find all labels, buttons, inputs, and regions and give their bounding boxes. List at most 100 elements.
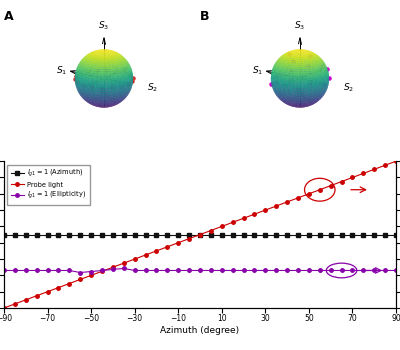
$l_{g1}=1$ (Ellipticity)	[350, 268, 355, 273]
Probe light	[219, 224, 224, 229]
$l_{g1}=1$ (Ellipticity)	[372, 268, 377, 273]
Probe light	[361, 171, 366, 175]
$l_{g1}=1$ (Ellipticity)	[230, 268, 235, 273]
$l_{g1}=1$ (Azimuth)	[328, 232, 333, 237]
$l_{g1}=1$ (Azimuth)	[121, 232, 126, 237]
$l_{g1}=1$ (Azimuth)	[198, 232, 202, 237]
Probe light	[252, 212, 257, 216]
$l_{g1}=1$ (Ellipticity)	[12, 268, 17, 273]
$l_{g1}=1$ (Azimuth)	[165, 232, 170, 237]
$l_{g1}=1$ (Ellipticity)	[241, 268, 246, 273]
Probe light	[285, 200, 290, 204]
Probe light	[208, 229, 213, 233]
Probe light	[187, 237, 192, 241]
$l_{g1}=1$ (Ellipticity)	[361, 268, 366, 273]
$l_{g1}=1$ (Ellipticity)	[45, 268, 50, 273]
$l_{g1}=1$ (Azimuth)	[34, 232, 39, 237]
Probe light	[34, 294, 39, 298]
$l_{g1}=1$ (Ellipticity)	[328, 268, 333, 273]
Probe light	[263, 208, 268, 212]
$l_{g1}=1$ (Ellipticity)	[2, 268, 6, 273]
Text: B: B	[200, 10, 210, 23]
Probe light	[328, 183, 333, 188]
Probe light	[394, 159, 398, 163]
$l_{g1}=1$ (Azimuth)	[89, 232, 94, 237]
$l_{g1}=1$ (Ellipticity)	[143, 268, 148, 273]
$l_{g1}=1$ (Azimuth)	[187, 232, 192, 237]
$l_{g1}=1$ (Ellipticity)	[176, 268, 181, 273]
Line: $l_{g1}=1$ (Ellipticity): $l_{g1}=1$ (Ellipticity)	[2, 267, 398, 274]
$l_{g1}=1$ (Ellipticity)	[154, 268, 159, 273]
$l_{g1}=1$ (Ellipticity)	[274, 268, 279, 273]
Probe light	[372, 167, 377, 172]
$l_{g1}=1$ (Azimuth)	[274, 232, 279, 237]
Probe light	[165, 245, 170, 249]
$l_{g1}=1$ (Azimuth)	[12, 232, 17, 237]
Probe light	[154, 249, 159, 253]
$l_{g1}=1$ (Azimuth)	[306, 232, 311, 237]
$l_{g1}=1$ (Azimuth)	[372, 232, 377, 237]
Probe light	[132, 257, 137, 261]
$l_{g1}=1$ (Azimuth)	[78, 232, 83, 237]
Probe light	[56, 286, 61, 290]
$l_{g1}=1$ (Ellipticity)	[110, 267, 115, 272]
$l_{g1}=1$ (Azimuth)	[56, 232, 61, 237]
$l_{g1}=1$ (Azimuth)	[230, 232, 235, 237]
$l_{g1}=1$ (Ellipticity)	[383, 268, 388, 273]
Probe light	[121, 261, 126, 265]
Probe light	[143, 253, 148, 257]
Probe light	[306, 192, 311, 196]
Probe light	[12, 302, 17, 306]
$l_{g1}=1$ (Ellipticity)	[56, 268, 61, 273]
$l_{g1}=1$ (Ellipticity)	[187, 268, 192, 273]
$l_{g1}=1$ (Azimuth)	[2, 232, 6, 237]
Probe light	[2, 306, 6, 310]
$l_{g1}=1$ (Azimuth)	[67, 232, 72, 237]
$l_{g1}=1$ (Ellipticity)	[132, 268, 137, 273]
$l_{g1}=1$ (Azimuth)	[241, 232, 246, 237]
$l_{g1}=1$ (Azimuth)	[317, 232, 322, 237]
Probe light	[339, 180, 344, 184]
$l_{g1}=1$ (Ellipticity)	[296, 268, 300, 273]
$l_{g1}=1$ (Azimuth)	[176, 232, 181, 237]
Probe light	[67, 281, 72, 286]
$l_{g1}=1$ (Ellipticity)	[219, 268, 224, 273]
$l_{g1}=1$ (Azimuth)	[143, 232, 148, 237]
$l_{g1}=1$ (Azimuth)	[23, 232, 28, 237]
$l_{g1}=1$ (Azimuth)	[296, 232, 300, 237]
Probe light	[230, 220, 235, 224]
$l_{g1}=1$ (Azimuth)	[263, 232, 268, 237]
$l_{g1}=1$ (Azimuth)	[208, 232, 213, 237]
Line: Probe light: Probe light	[2, 160, 398, 310]
Probe light	[274, 204, 279, 208]
$l_{g1}=1$ (Azimuth)	[285, 232, 290, 237]
$l_{g1}=1$ (Ellipticity)	[208, 268, 213, 273]
$l_{g1}=1$ (Ellipticity)	[394, 268, 398, 273]
$l_{g1}=1$ (Ellipticity)	[306, 268, 311, 273]
$l_{g1}=1$ (Azimuth)	[339, 232, 344, 237]
$l_{g1}=1$ (Ellipticity)	[67, 268, 72, 273]
$l_{g1}=1$ (Ellipticity)	[339, 268, 344, 273]
$l_{g1}=1$ (Azimuth)	[350, 232, 355, 237]
Probe light	[241, 216, 246, 221]
Legend: $l_{g1}=1$ (Azimuth), Probe light, $l_{g1}=1$ (Ellipticity): $l_{g1}=1$ (Azimuth), Probe light, $l_{g…	[7, 164, 90, 205]
$l_{g1}=1$ (Azimuth)	[394, 232, 398, 237]
$l_{g1}=1$ (Ellipticity)	[100, 268, 104, 273]
$l_{g1}=1$ (Ellipticity)	[198, 268, 202, 273]
Probe light	[23, 298, 28, 302]
Probe light	[317, 188, 322, 192]
$l_{g1}=1$ (Ellipticity)	[252, 268, 257, 273]
Probe light	[383, 163, 388, 167]
$l_{g1}=1$ (Azimuth)	[132, 232, 137, 237]
$l_{g1}=1$ (Azimuth)	[219, 232, 224, 237]
$l_{g1}=1$ (Azimuth)	[154, 232, 159, 237]
Probe light	[45, 289, 50, 294]
Probe light	[78, 277, 83, 281]
$l_{g1}=1$ (Ellipticity)	[317, 268, 322, 273]
$l_{g1}=1$ (Ellipticity)	[34, 268, 39, 273]
$l_{g1}=1$ (Azimuth)	[100, 232, 104, 237]
$l_{g1}=1$ (Azimuth)	[110, 232, 115, 237]
Probe light	[198, 232, 202, 237]
$l_{g1}=1$ (Ellipticity)	[285, 268, 290, 273]
$l_{g1}=1$ (Azimuth)	[383, 232, 388, 237]
